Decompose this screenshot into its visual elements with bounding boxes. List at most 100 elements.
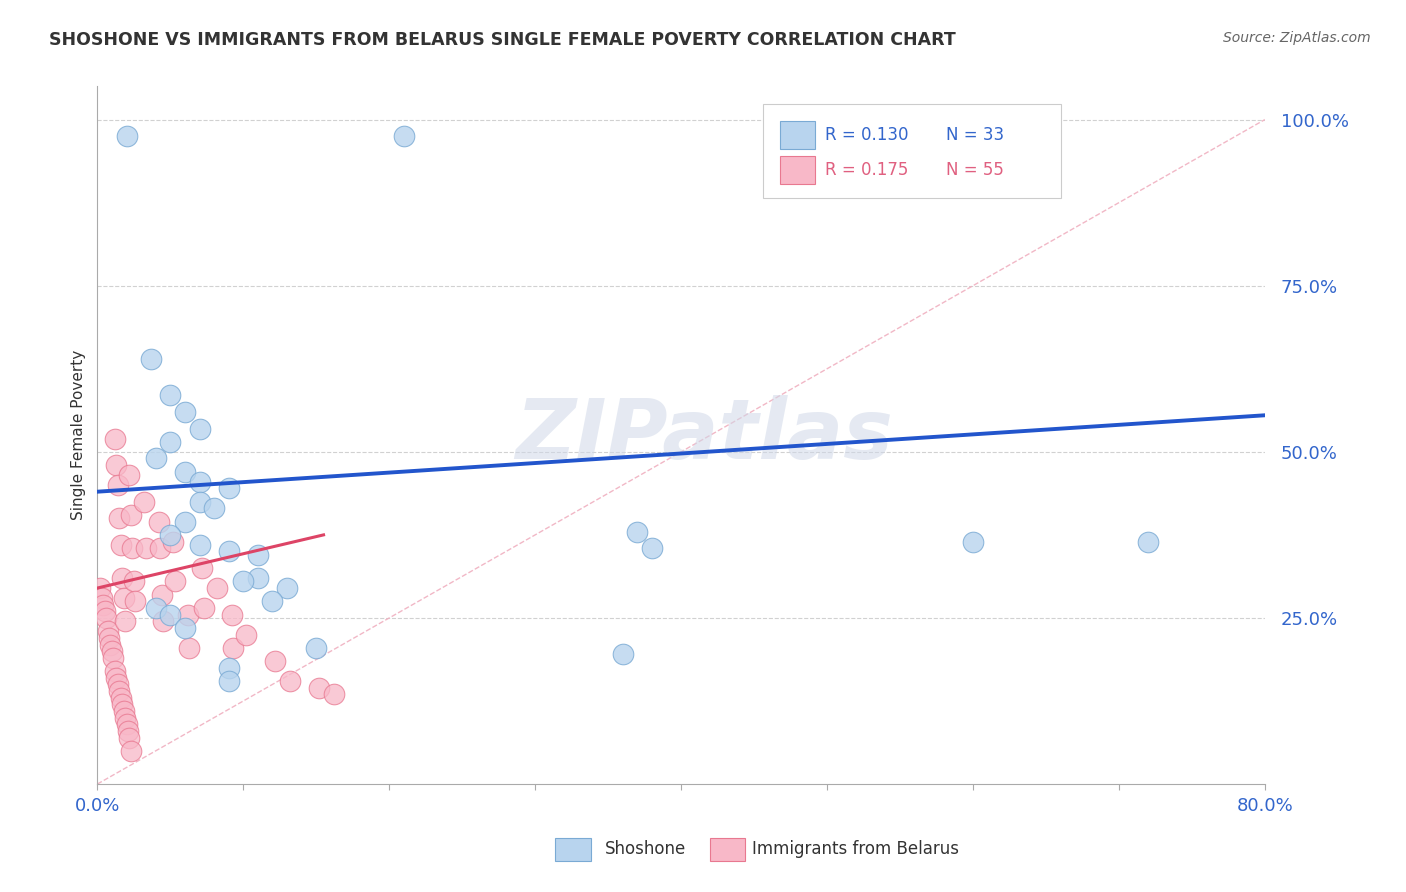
Point xyxy=(159,528,181,542)
Point xyxy=(159,388,181,402)
Point xyxy=(112,704,135,718)
Point xyxy=(132,494,155,508)
Point xyxy=(162,534,184,549)
Point xyxy=(107,478,129,492)
Point xyxy=(122,574,145,589)
Point xyxy=(93,604,115,618)
Point xyxy=(115,129,138,144)
Point xyxy=(108,511,131,525)
Point xyxy=(218,674,240,689)
Point xyxy=(218,661,240,675)
Text: Source: ZipAtlas.com: Source: ZipAtlas.com xyxy=(1223,31,1371,45)
Bar xyxy=(780,121,815,149)
Point xyxy=(148,515,170,529)
FancyBboxPatch shape xyxy=(763,103,1060,198)
Point xyxy=(205,581,228,595)
Point xyxy=(232,574,254,589)
Point xyxy=(159,434,181,449)
Point xyxy=(278,674,301,689)
Point xyxy=(134,541,156,556)
Point xyxy=(612,648,634,662)
Point xyxy=(145,601,167,615)
Text: R = 0.175: R = 0.175 xyxy=(825,161,908,179)
Point xyxy=(188,538,211,552)
Text: Shoshone: Shoshone xyxy=(605,840,686,858)
Point xyxy=(145,451,167,466)
Point xyxy=(218,481,240,495)
Point xyxy=(188,421,211,435)
Point xyxy=(246,571,269,585)
Point xyxy=(94,611,117,625)
Point xyxy=(103,650,125,665)
Bar xyxy=(780,156,815,184)
Point xyxy=(124,594,146,608)
Point xyxy=(104,432,127,446)
Point xyxy=(1137,534,1160,549)
Point xyxy=(110,690,132,705)
Point xyxy=(163,574,186,589)
Point xyxy=(174,465,197,479)
Point xyxy=(152,614,174,628)
Point xyxy=(90,591,112,605)
Point xyxy=(105,458,128,472)
Point xyxy=(174,515,197,529)
Text: SHOSHONE VS IMMIGRANTS FROM BELARUS SINGLE FEMALE POVERTY CORRELATION CHART: SHOSHONE VS IMMIGRANTS FROM BELARUS SING… xyxy=(49,31,956,49)
Point xyxy=(150,588,173,602)
Point xyxy=(110,538,132,552)
Point xyxy=(112,591,135,605)
Point xyxy=(276,581,298,595)
Point xyxy=(121,541,143,556)
Text: R = 0.130: R = 0.130 xyxy=(825,126,908,145)
Text: N = 33: N = 33 xyxy=(946,126,1004,145)
Point xyxy=(117,723,139,738)
Point xyxy=(108,684,131,698)
Point xyxy=(115,717,138,731)
Y-axis label: Single Female Poverty: Single Female Poverty xyxy=(72,350,86,520)
Point xyxy=(193,601,215,615)
Point xyxy=(188,494,211,508)
Text: Immigrants from Belarus: Immigrants from Belarus xyxy=(752,840,959,858)
Point xyxy=(120,744,142,758)
Point xyxy=(114,710,136,724)
Point xyxy=(98,631,121,645)
Text: N = 55: N = 55 xyxy=(946,161,1004,179)
Point xyxy=(177,607,200,622)
Point xyxy=(141,351,163,366)
Point xyxy=(262,594,284,608)
Point xyxy=(305,640,328,655)
Point xyxy=(111,571,134,585)
Point xyxy=(118,731,141,745)
Point xyxy=(221,607,243,622)
Point xyxy=(107,677,129,691)
Point xyxy=(322,687,344,701)
Point xyxy=(149,541,172,556)
Point xyxy=(105,671,128,685)
Point xyxy=(191,561,214,575)
Point xyxy=(118,468,141,483)
Point xyxy=(392,129,415,144)
Point xyxy=(120,508,142,522)
Point xyxy=(626,524,648,539)
Point xyxy=(246,548,269,562)
Point xyxy=(97,624,120,639)
Point xyxy=(114,614,136,628)
Point xyxy=(174,621,197,635)
Point xyxy=(235,627,257,641)
Point xyxy=(159,607,181,622)
Point xyxy=(641,541,664,556)
Point xyxy=(202,501,225,516)
Point xyxy=(218,544,240,558)
Point xyxy=(91,598,114,612)
Point xyxy=(308,681,330,695)
Point xyxy=(101,644,124,658)
Point xyxy=(104,664,127,678)
Point xyxy=(962,534,984,549)
Point xyxy=(174,405,197,419)
Point xyxy=(179,640,201,655)
Point xyxy=(89,581,111,595)
Text: ZIPatlas: ZIPatlas xyxy=(516,394,893,475)
Point xyxy=(264,654,287,668)
Point xyxy=(188,475,211,489)
Point xyxy=(111,698,134,712)
Point xyxy=(100,638,122,652)
